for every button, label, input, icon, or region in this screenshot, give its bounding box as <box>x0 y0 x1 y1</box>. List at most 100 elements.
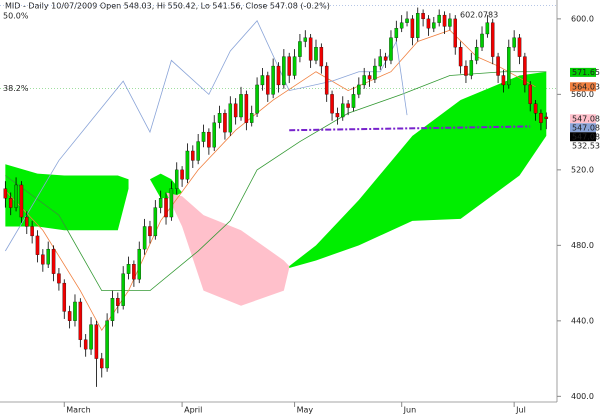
candle-body <box>528 84 532 104</box>
candle-body <box>228 103 233 133</box>
candle-body <box>142 226 147 250</box>
indicator-line <box>5 20 408 252</box>
candle-body <box>201 131 206 142</box>
candle-body <box>448 18 452 27</box>
candle-body <box>341 103 345 118</box>
price-tag <box>570 82 596 92</box>
candle-body <box>373 65 377 80</box>
candle-body <box>458 47 463 67</box>
price-tag-label: 547.08 <box>572 114 600 123</box>
candle-body <box>62 282 67 312</box>
candle-body <box>19 184 24 218</box>
candle-body <box>271 65 275 95</box>
y-tick-label: 480.0 <box>571 241 594 250</box>
candle-body <box>464 65 468 76</box>
candle-body <box>335 113 340 118</box>
candle-body <box>223 113 227 133</box>
candle-body <box>410 18 415 38</box>
cloud <box>289 71 547 268</box>
candle-body <box>533 103 538 114</box>
candle-body <box>421 13 425 20</box>
candle-body <box>3 188 8 199</box>
cloud <box>166 192 290 306</box>
candle-body <box>212 122 216 148</box>
candle-body <box>51 248 56 274</box>
y-tick-label: 600.0 <box>571 14 594 23</box>
candle-body <box>383 56 388 61</box>
cloud <box>149 173 183 199</box>
candle-body <box>158 198 163 208</box>
candle-body <box>25 216 29 227</box>
candle-body <box>137 248 142 280</box>
candle-body <box>73 301 77 321</box>
price-tag-label: 547.08 <box>572 132 600 141</box>
candle-body <box>469 60 474 76</box>
candle-body <box>351 94 356 108</box>
indicator-line <box>5 71 547 292</box>
candle-body <box>442 14 447 27</box>
candle-body <box>399 22 404 29</box>
candle-body <box>260 75 265 86</box>
candle-body <box>367 75 372 80</box>
candle-body <box>432 22 436 29</box>
y-tick-label: 560.0 <box>571 90 594 99</box>
candle-body <box>490 22 495 57</box>
candle-body <box>512 37 516 48</box>
y-tick-label: 400.0 <box>571 392 594 401</box>
candle-body <box>148 226 152 237</box>
candle-body <box>287 56 291 76</box>
candle-body <box>94 324 99 359</box>
candle-body <box>46 248 50 265</box>
candle-body <box>426 18 431 29</box>
candle-body <box>233 103 238 118</box>
candle-body <box>357 84 361 95</box>
candle-body <box>282 56 286 86</box>
candle-body <box>415 13 420 38</box>
price-tag-label: 532.53 <box>572 142 600 151</box>
fib-label: 50.0% <box>3 12 29 21</box>
candle-body <box>196 141 200 161</box>
cloud <box>5 164 129 231</box>
indicator-line <box>5 29 536 332</box>
y-tick-label: 440.0 <box>571 316 594 325</box>
candle-body <box>544 116 549 119</box>
candle-body <box>523 56 527 86</box>
x-tick-label: March <box>66 406 90 415</box>
candle-body <box>185 150 190 180</box>
indicator-line <box>289 125 531 132</box>
candle-body <box>174 169 179 189</box>
price-tag <box>570 67 596 77</box>
x-tick-label: Jul <box>515 406 526 415</box>
candle-body <box>30 226 34 237</box>
candle-body <box>8 198 13 208</box>
candle-body <box>191 150 195 161</box>
candle-body <box>169 188 174 218</box>
candle-body <box>298 41 302 57</box>
price-tag-label: 571.65 <box>572 68 600 77</box>
candle-body <box>292 56 297 76</box>
candle-body <box>105 320 109 369</box>
candle-body <box>110 298 115 321</box>
candle-body <box>501 75 506 86</box>
price-tag <box>570 123 596 133</box>
candle-body <box>83 339 88 350</box>
candle-body <box>507 47 511 86</box>
candle-body <box>121 273 125 306</box>
candle-body <box>394 28 399 38</box>
chart-title: MID - Daily 10/07/2009 Open 548.03, Hi 5… <box>5 2 330 11</box>
candle-body <box>239 94 243 118</box>
y-tick-label: 520.0 <box>571 165 594 174</box>
fib-label: 38.2% <box>3 84 29 93</box>
candle-body <box>324 65 329 95</box>
candle-body <box>485 22 490 35</box>
x-tick-label: April <box>184 406 202 415</box>
candle-body <box>405 18 409 23</box>
price-tag <box>570 114 596 124</box>
candle-body <box>255 84 259 114</box>
candle-body <box>153 207 158 237</box>
candle-body <box>308 37 313 61</box>
candle-body <box>89 324 93 350</box>
candle-body <box>164 198 168 218</box>
candle-body <box>249 113 254 123</box>
